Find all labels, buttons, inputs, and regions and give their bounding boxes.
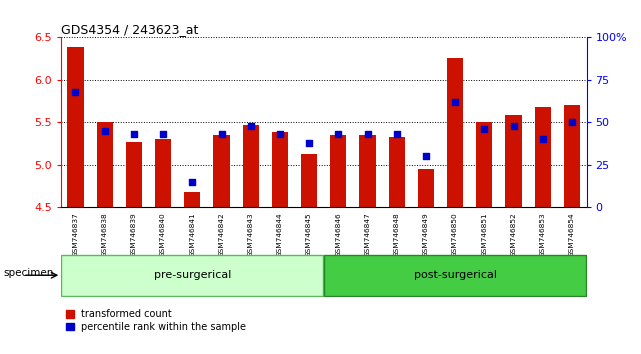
- Bar: [155, 139, 171, 207]
- Text: GSM746843: GSM746843: [247, 212, 254, 257]
- Text: GSM746851: GSM746851: [481, 212, 487, 257]
- Bar: [330, 135, 346, 207]
- Text: GSM746842: GSM746842: [219, 212, 224, 257]
- Point: [129, 131, 139, 137]
- Point: [275, 131, 285, 137]
- Point: [304, 140, 314, 145]
- Bar: [535, 107, 551, 207]
- Text: GSM746853: GSM746853: [540, 212, 545, 257]
- Bar: [67, 47, 83, 207]
- Point: [508, 123, 519, 129]
- Text: GSM746840: GSM746840: [160, 212, 166, 257]
- Bar: [184, 192, 201, 207]
- Legend: transformed count, percentile rank within the sample: transformed count, percentile rank withi…: [66, 309, 246, 332]
- Point: [392, 131, 402, 137]
- FancyBboxPatch shape: [61, 255, 324, 296]
- Point: [333, 131, 344, 137]
- Point: [246, 123, 256, 129]
- Bar: [506, 115, 522, 207]
- Point: [479, 126, 490, 132]
- Text: GSM746841: GSM746841: [189, 212, 196, 257]
- Text: GSM746838: GSM746838: [102, 212, 108, 257]
- Bar: [388, 137, 404, 207]
- Bar: [564, 105, 580, 207]
- Text: GDS4354 / 243623_at: GDS4354 / 243623_at: [61, 23, 198, 36]
- Bar: [213, 135, 229, 207]
- Point: [567, 119, 577, 125]
- Bar: [243, 125, 259, 207]
- Point: [450, 99, 460, 104]
- Bar: [97, 122, 113, 207]
- Text: GSM746848: GSM746848: [394, 212, 400, 257]
- Text: GSM746846: GSM746846: [335, 212, 341, 257]
- Text: GSM746837: GSM746837: [72, 212, 78, 257]
- Text: GSM746844: GSM746844: [277, 212, 283, 257]
- Text: GSM746849: GSM746849: [423, 212, 429, 257]
- Text: specimen: specimen: [3, 268, 54, 278]
- Bar: [447, 58, 463, 207]
- Text: post-surgerical: post-surgerical: [413, 270, 497, 280]
- Bar: [272, 132, 288, 207]
- Text: GSM746852: GSM746852: [510, 212, 517, 257]
- Point: [187, 179, 197, 184]
- Point: [71, 89, 81, 95]
- Text: GSM746854: GSM746854: [569, 212, 575, 257]
- Bar: [126, 142, 142, 207]
- Text: pre-surgerical: pre-surgerical: [154, 270, 231, 280]
- Bar: [418, 169, 434, 207]
- Point: [420, 153, 431, 159]
- FancyBboxPatch shape: [324, 255, 587, 296]
- Point: [538, 136, 548, 142]
- Bar: [476, 122, 492, 207]
- Text: GSM746850: GSM746850: [452, 212, 458, 257]
- Point: [158, 131, 168, 137]
- Text: GSM746847: GSM746847: [365, 212, 370, 257]
- Text: GSM746845: GSM746845: [306, 212, 312, 257]
- Text: GSM746839: GSM746839: [131, 212, 137, 257]
- Point: [99, 128, 110, 133]
- Bar: [360, 135, 376, 207]
- Bar: [301, 154, 317, 207]
- Point: [217, 131, 227, 137]
- Point: [362, 131, 372, 137]
